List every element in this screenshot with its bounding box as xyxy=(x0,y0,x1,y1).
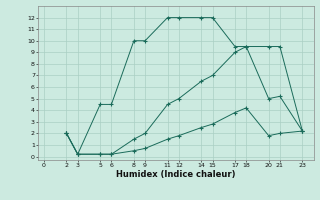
X-axis label: Humidex (Indice chaleur): Humidex (Indice chaleur) xyxy=(116,170,236,179)
